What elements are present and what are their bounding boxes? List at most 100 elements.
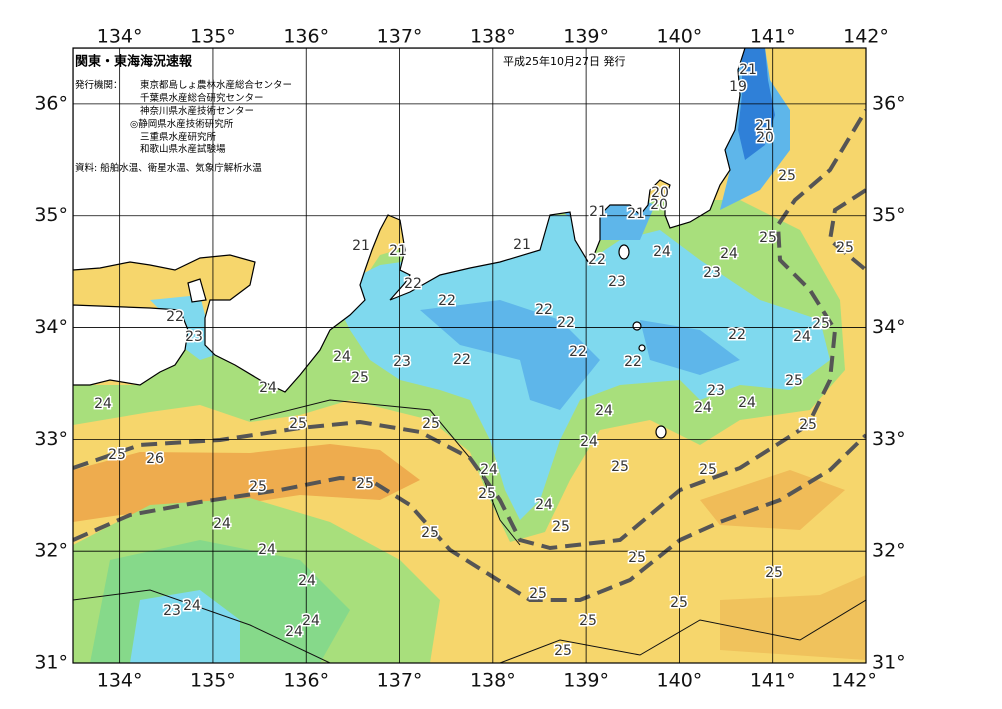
contour-label: 21 [627,206,645,222]
contour-label: 19 [729,79,747,95]
contour-label: 25 [759,230,777,246]
lat-label: 31° [34,652,68,674]
contour-label: 22 [588,252,606,268]
isotherm [499,599,866,663]
contour-label: 25 [108,447,126,463]
lat-label: 33° [872,428,906,450]
contour-label: 25 [554,643,572,659]
lon-label: 136° [283,670,329,692]
contour-label: 25 [611,459,629,475]
contour-label: 25 [529,586,547,602]
contour-label: 24 [213,516,231,532]
contour-label: 24 [259,380,277,396]
land-honshu [73,48,746,393]
contour-label: 24 [535,497,553,513]
publisher: ◎静岡県水産技術研究所 [130,118,234,130]
kuroshio-south [73,433,866,602]
publisher-label: 発行機関： [75,79,123,91]
contour-label: 21 [755,118,773,134]
publisher: 神奈川県水産技術センター [140,105,254,117]
kuroshio-north [73,108,866,551]
contour-label: 25 [812,316,830,332]
contour-label: 23 [185,329,203,345]
contour-label: 24 [333,349,351,365]
contour-label: 21 [352,238,370,254]
isotherm [249,399,521,546]
lon-label: 136° [283,26,329,48]
issue-date: 平成25年10月27日 発行 [503,54,626,68]
contour-label: 25 [799,417,817,433]
lon-label: 134° [97,26,143,48]
contour-label: 22 [404,276,422,292]
contour-label: 24 [480,462,498,478]
contour-label: 25 [628,550,646,566]
title: 関東・東海海況速報 [75,54,193,70]
contour-label: 24 [285,624,303,640]
contour-label: 25 [351,370,369,386]
contour-label: 25 [421,525,439,541]
publisher: 三重県水産研究所 [140,131,217,143]
contour-label: 25 [836,240,854,256]
lon-label: 135° [190,26,236,48]
lon-label: 137° [377,670,423,692]
contour-label: 21 [589,204,607,220]
publisher: 千葉県水産総合研究センター [140,92,264,104]
graticule [73,48,867,664]
contour-label: 24 [793,329,811,345]
contour-label: 24 [580,434,598,450]
lat-label: 35° [34,204,68,226]
sea-26 [73,444,420,522]
contour-label: 22 [166,309,184,325]
lat-label: 32° [34,540,68,562]
contour-label: 25 [289,416,307,432]
contour-label: 23 [703,265,721,281]
contour-label: 25 [785,373,803,389]
contour-label: 24 [738,395,756,411]
contour-label: 22 [535,302,553,318]
lon-label: 140° [657,670,703,692]
contour-label: 24 [720,246,738,262]
contour-label: 24 [595,403,613,419]
publisher: 和歌山県水産試験場 [140,143,226,155]
lon-label: 138° [470,26,516,48]
lon-label: 138° [470,670,516,692]
contour-label: 25 [778,168,796,184]
contour-label: 20 [650,197,668,213]
lat-label: 31° [872,652,906,674]
contour-label: 25 [422,416,440,432]
contour-label: 24 [94,396,112,412]
map-frame [72,47,867,664]
contour-label: 21 [513,237,531,253]
contour-label: 23 [163,603,181,619]
lat-label: 35° [872,204,906,226]
contour-label: 23 [608,274,626,290]
contour-label: 24 [653,244,671,260]
lon-label: 139° [563,670,609,692]
contour-label: 22 [624,354,642,370]
contour-label: 22 [569,344,587,360]
sea-warm-patch [720,575,866,660]
contour-label: 25 [356,476,374,492]
island [638,344,646,352]
lon-label: 137° [377,26,423,48]
contour-label: 25 [699,462,717,478]
kuroshio-branch [827,188,866,272]
lat-label: 36° [872,92,906,114]
contour-label: 25 [670,595,688,611]
lon-label: 135° [190,670,236,692]
lon-label: 140° [657,26,703,48]
contour-label: 21 [389,243,407,259]
lon-label: 141° [750,670,796,692]
island [618,244,630,260]
lon-label: 142° [831,670,877,692]
lat-label: 34° [872,316,906,338]
sources: 資料: 船舶水温、衛星水温、気象庁解析水温 [75,162,262,174]
lon-label: 134° [97,670,143,692]
contour-label: 24 [183,598,201,614]
contour-label: 20 [651,185,669,201]
contour-label: 22 [438,293,456,309]
contour-label: 22 [557,315,575,331]
contour-label: 24 [298,573,316,589]
